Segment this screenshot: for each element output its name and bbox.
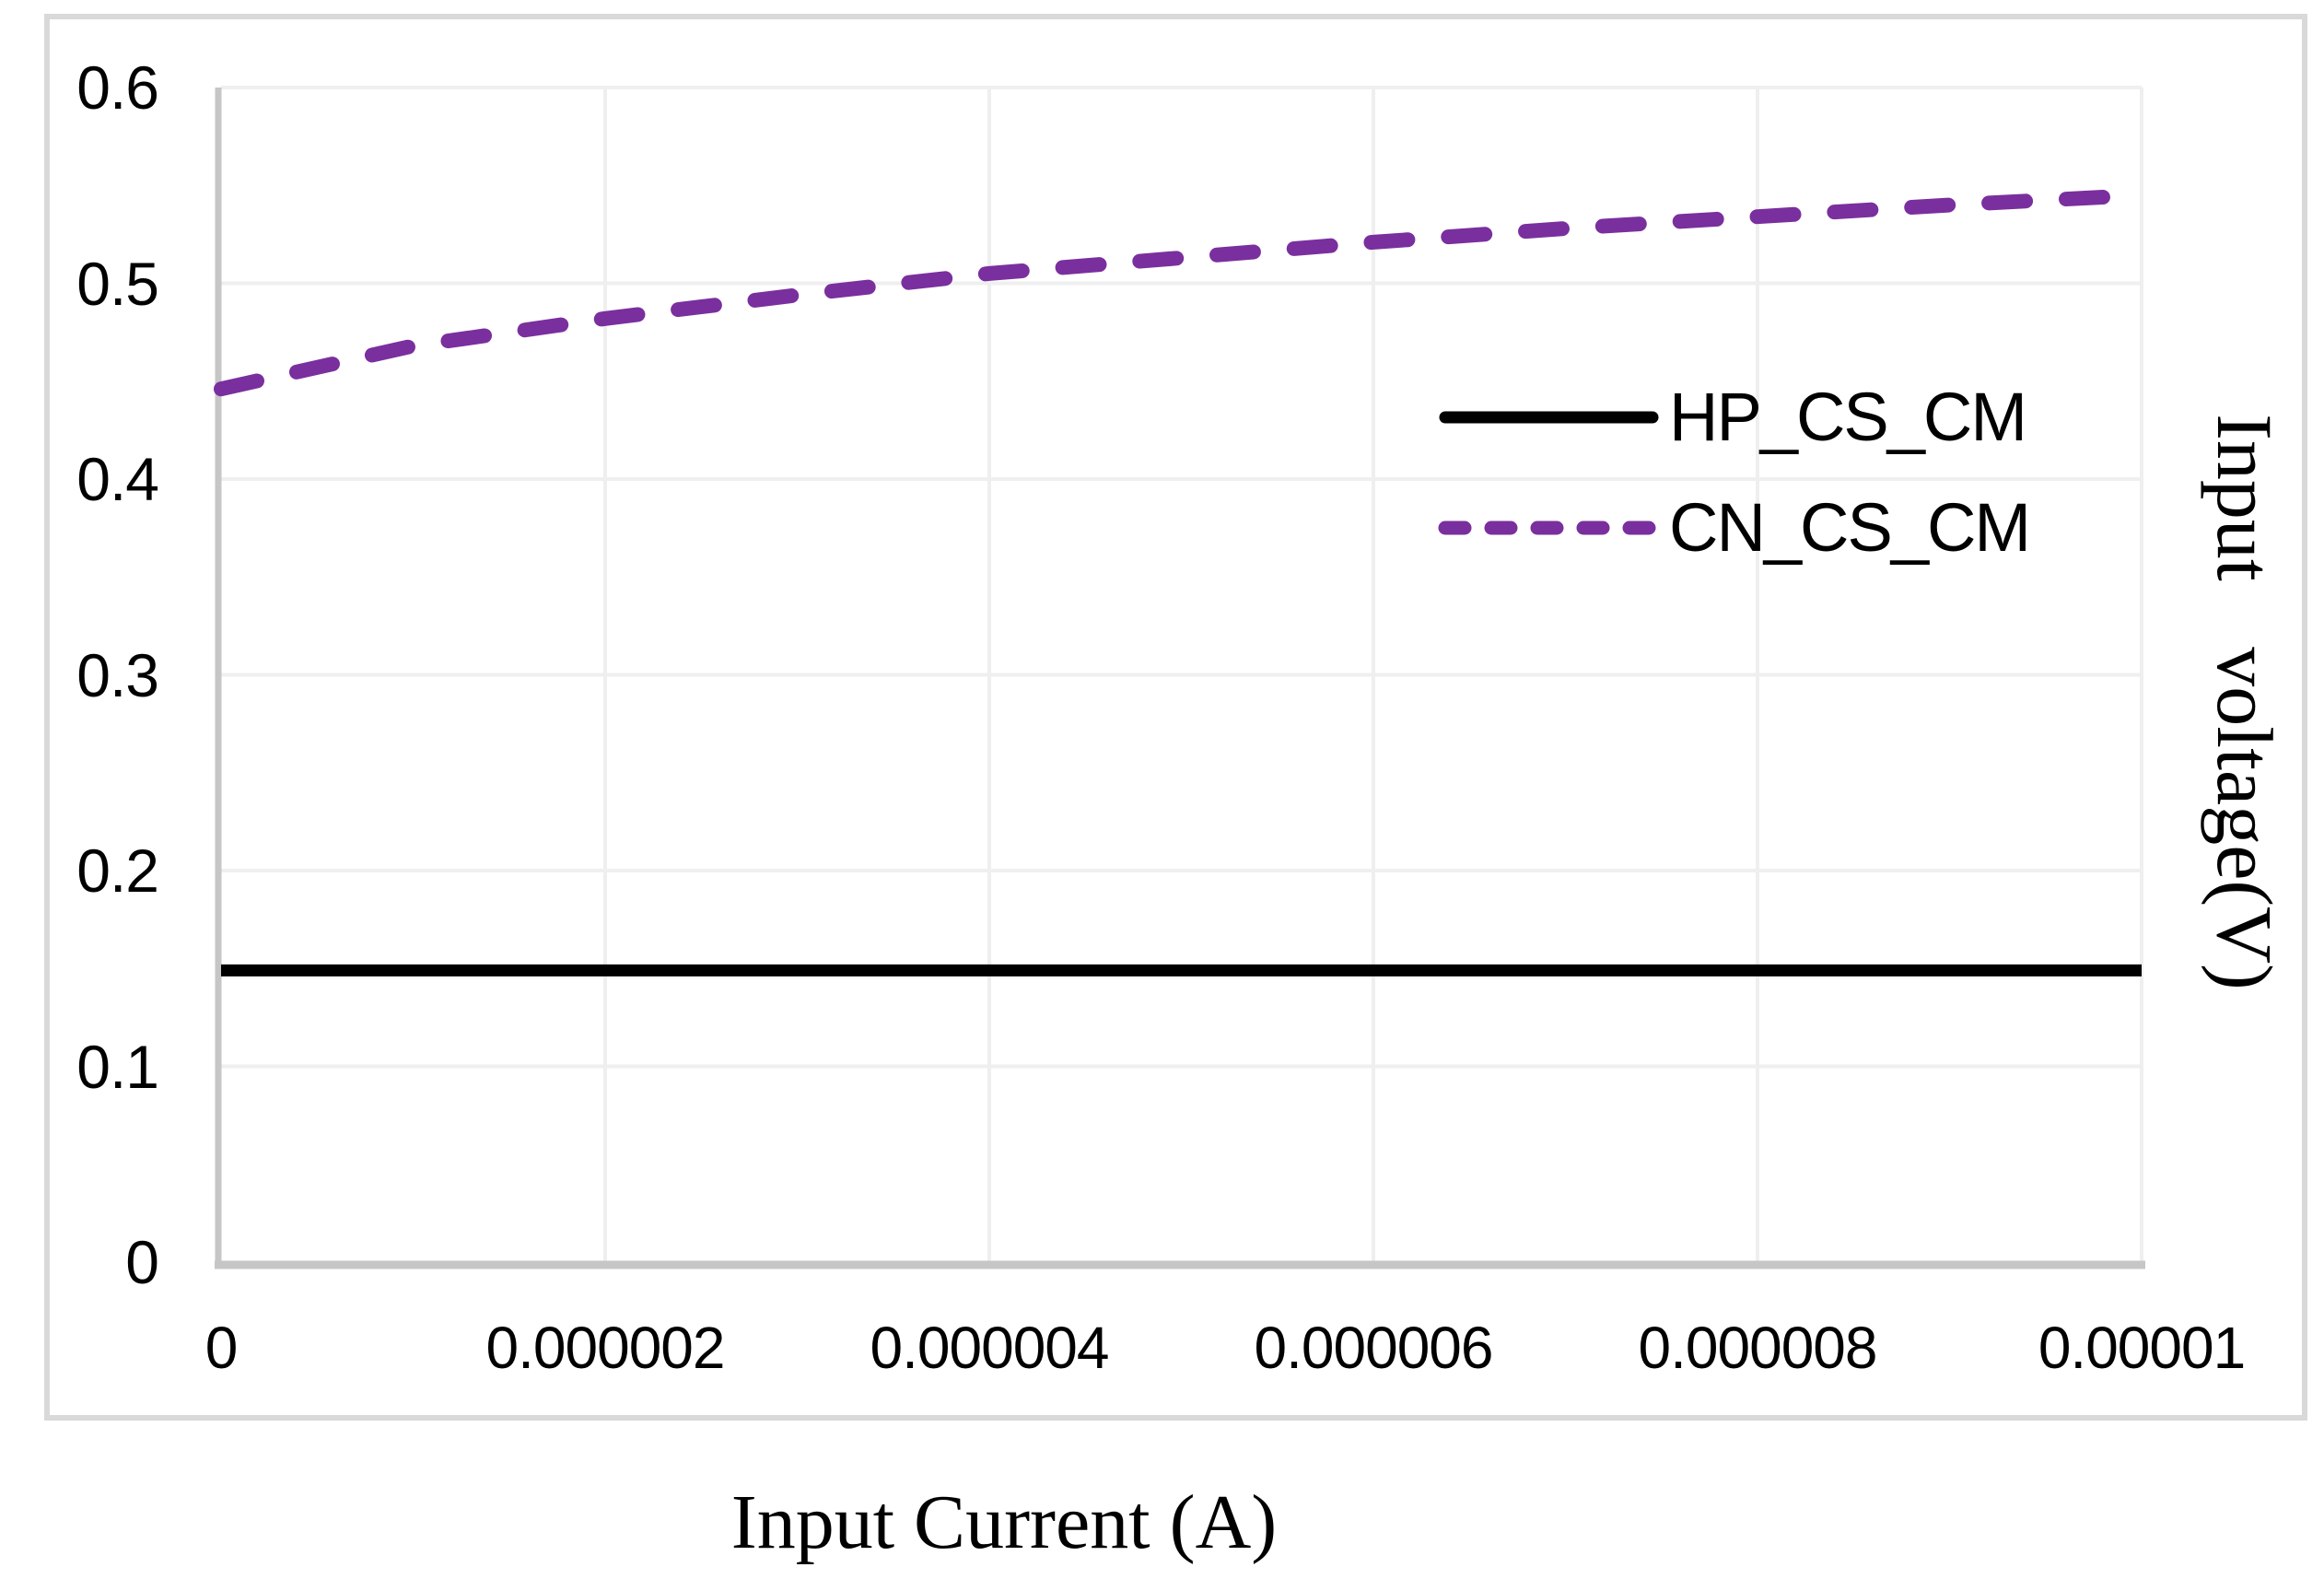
- legend-label-hp-cs-cm: HP_CS_CM: [1669, 379, 2027, 455]
- y-tick-label: 0.2: [76, 836, 159, 905]
- x-tick-label: 0.00001: [2038, 1315, 2246, 1381]
- y-tick-label: 0: [125, 1228, 159, 1296]
- chart-outer-border: [44, 14, 2307, 1421]
- x-tick-label: 0.000002: [485, 1315, 726, 1381]
- y-axis-title: Input voltage(V): [2201, 414, 2289, 990]
- x-tick-label: 0.000006: [1254, 1315, 1494, 1381]
- y-tick-label: 0.1: [76, 1032, 159, 1101]
- x-tick-label: 0.000008: [1638, 1315, 1878, 1381]
- y-tick-label: 0.5: [76, 249, 159, 318]
- x-tick-label: 0.000004: [870, 1315, 1110, 1381]
- y-tick-label: 0.4: [76, 445, 159, 513]
- y-tick-label: 0.6: [76, 53, 159, 122]
- x-axis-title: Input Current (A): [730, 1480, 1278, 1565]
- legend-label-cn-cs-cm: CN_CS_CM: [1669, 489, 2031, 566]
- series-line-CN_CS_CM: [214, 187, 2149, 397]
- y-tick-label: 0.3: [76, 640, 159, 709]
- x-tick-label: 0: [204, 1315, 239, 1381]
